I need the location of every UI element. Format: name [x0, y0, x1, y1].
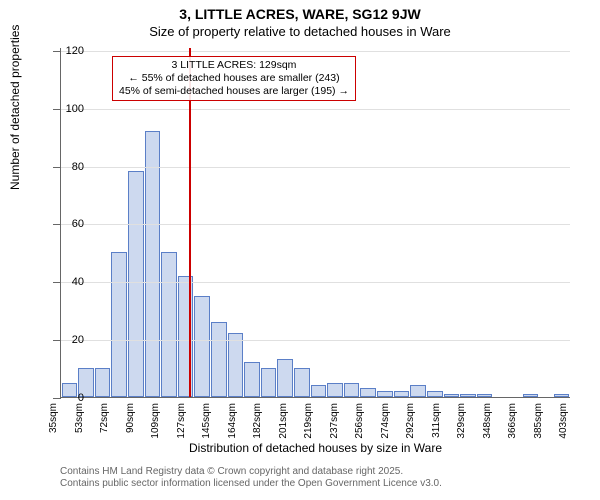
footnote-line2: Contains public sector information licen…: [60, 478, 442, 490]
histogram-bar: [444, 394, 460, 397]
x-tick-label: 219sqm: [303, 403, 314, 439]
histogram-bar: [261, 368, 277, 397]
annotation-line2: ← 55% of detached houses are smaller (24…: [119, 72, 349, 85]
x-tick-label: 182sqm: [252, 403, 263, 439]
x-tick-label: 256sqm: [354, 403, 365, 439]
x-tick-label: 403sqm: [558, 403, 569, 439]
x-tick-label: 90sqm: [125, 403, 136, 433]
y-tick-label: 60: [54, 218, 84, 230]
grid-line: [61, 340, 570, 341]
histogram-bar: [244, 362, 260, 397]
histogram-bar: [427, 391, 443, 397]
grid-line: [61, 109, 570, 110]
histogram-bar: [128, 171, 144, 397]
footnote-line1: Contains HM Land Registry data © Crown c…: [60, 466, 442, 478]
x-tick-label: 237sqm: [329, 403, 340, 439]
x-tick-label: 53sqm: [74, 403, 85, 433]
chart-container: 3, LITTLE ACRES, WARE, SG12 9JW Size of …: [0, 0, 600, 500]
x-tick-label: 385sqm: [533, 403, 544, 439]
histogram-bar: [410, 385, 426, 397]
histogram-bar: [95, 368, 111, 397]
x-tick-label: 72sqm: [99, 403, 110, 433]
x-tick-label: 201sqm: [278, 403, 289, 439]
y-tick-label: 0: [54, 392, 84, 404]
grid-line: [61, 282, 570, 283]
chart-title: 3, LITTLE ACRES, WARE, SG12 9JW: [0, 0, 600, 22]
chart-subtitle: Size of property relative to detached ho…: [0, 22, 600, 43]
y-tick-label: 80: [54, 161, 84, 173]
histogram-bar: [161, 252, 177, 397]
x-tick-label: 35sqm: [48, 403, 59, 433]
x-tick-label: 127sqm: [176, 403, 187, 439]
x-tick-label: 145sqm: [201, 403, 212, 439]
x-tick-label: 164sqm: [227, 403, 238, 439]
annotation-box: 3 LITTLE ACRES: 129sqm ← 55% of detached…: [112, 56, 356, 101]
grid-line: [61, 51, 570, 52]
histogram-bar: [194, 296, 210, 397]
x-tick-label: 274sqm: [380, 403, 391, 439]
histogram-bar: [477, 394, 493, 397]
histogram-bar: [554, 394, 570, 397]
histogram-bar: [377, 391, 393, 397]
y-tick-label: 100: [54, 103, 84, 115]
histogram-bar: [311, 385, 327, 397]
histogram-bar: [178, 276, 194, 397]
x-axis-title: Distribution of detached houses by size …: [61, 441, 570, 455]
grid-line: [61, 167, 570, 168]
x-tick-label: 329sqm: [456, 403, 467, 439]
histogram-bar: [111, 252, 127, 397]
histogram-bar: [211, 322, 227, 397]
x-tick-label: 311sqm: [431, 403, 442, 438]
grid-line: [61, 224, 570, 225]
histogram-bar: [344, 383, 360, 397]
y-tick-label: 40: [54, 276, 84, 288]
histogram-bar: [294, 368, 310, 397]
x-tick-label: 292sqm: [405, 403, 416, 439]
y-axis-title: Number of detached properties: [8, 25, 22, 190]
x-tick-label: 366sqm: [507, 403, 518, 439]
y-tick-label: 20: [54, 334, 84, 346]
histogram-bar: [460, 394, 476, 397]
histogram-bar: [228, 333, 244, 397]
footnote: Contains HM Land Registry data © Crown c…: [60, 466, 442, 490]
histogram-bar: [327, 383, 343, 397]
histogram-bar: [523, 394, 539, 397]
annotation-line1: 3 LITTLE ACRES: 129sqm: [119, 59, 349, 72]
x-tick-label: 109sqm: [150, 403, 161, 439]
histogram-bar: [360, 388, 376, 397]
plot-area: 3 LITTLE ACRES: 129sqm ← 55% of detached…: [60, 48, 570, 398]
annotation-line3: 45% of semi-detached houses are larger (…: [119, 85, 349, 98]
y-tick-label: 120: [54, 45, 84, 57]
x-tick-label: 348sqm: [482, 403, 493, 439]
histogram-bar: [145, 131, 161, 397]
histogram-bar: [394, 391, 410, 397]
histogram-bar: [277, 359, 293, 397]
